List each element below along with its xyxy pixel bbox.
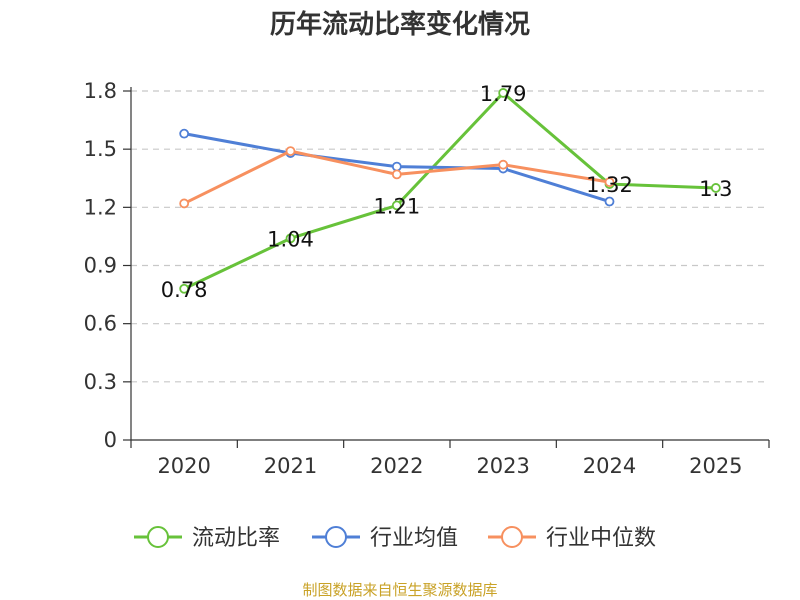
series-2-point-1 <box>285 146 296 157</box>
x-tick-label: 2025 <box>689 454 742 478</box>
data-label: 0.78 <box>161 278 208 302</box>
x-tick-label: 2024 <box>583 454 636 478</box>
series-0-point-1 <box>285 233 296 244</box>
legend-marker-2 <box>501 526 523 548</box>
grid-lines <box>131 90 769 383</box>
series-2-point-2 <box>391 169 402 180</box>
y-tick-label: 1.5 <box>84 137 117 161</box>
chart-title: 历年流动比率变化情况 <box>270 9 530 40</box>
y-tick-label: 1.8 <box>84 79 117 103</box>
x-tick-label: 2022 <box>370 454 423 478</box>
data-label: 1.3 <box>699 177 732 201</box>
data-label: 1.04 <box>267 227 314 251</box>
legend-item-2[interactable]: 行业中位数 <box>488 526 656 551</box>
source-note: 制图数据来自恒生聚源数据库 <box>302 581 497 599</box>
series-2-point-3 <box>498 159 509 170</box>
series-0-point-2 <box>391 200 402 211</box>
series-1-point-4 <box>604 196 615 207</box>
y-tick-label: 1.2 <box>84 195 117 219</box>
axes: 0 0.3 0.6 0.9 1.2 1.5 1.8 2020 2021 2022 2023 2024 2… <box>84 79 770 478</box>
legend: 流动比率 行业均值 行业中位数 <box>134 526 656 551</box>
series-2-point-4 <box>604 177 615 188</box>
series-0-point-3 <box>498 88 509 98</box>
series-2-point-0 <box>179 198 190 209</box>
data-label: 1.79 <box>480 82 527 106</box>
x-tick-label: 2020 <box>157 454 210 478</box>
series-layer <box>179 88 721 294</box>
series-line-0 <box>183 91 716 291</box>
series-0-point-5 <box>710 183 721 193</box>
series-0-point-0 <box>179 283 190 294</box>
y-tick-label: 0 <box>104 428 117 452</box>
y-tick-label: 0.6 <box>84 312 117 336</box>
y-tick-label: 0.3 <box>84 370 117 394</box>
legend-marker-1 <box>325 526 347 548</box>
legend-label: 流动比率 <box>192 526 280 551</box>
legend-label: 行业中位数 <box>546 526 656 551</box>
data-label: 1.21 <box>373 194 420 218</box>
legend-item-1[interactable]: 行业均值 <box>312 526 458 551</box>
data-labels: 0.78 1.04 1.21 1.79 1.32 1.3 <box>161 82 733 302</box>
x-tick-label: 2023 <box>476 454 529 478</box>
series-1-point-2 <box>391 161 402 172</box>
legend-marker-0 <box>147 526 169 548</box>
series-1-point-0 <box>179 128 190 139</box>
data-label: 1.32 <box>586 173 633 197</box>
legend-label: 行业均值 <box>370 526 458 551</box>
y-tick-label: 0.9 <box>84 254 117 278</box>
legend-item-0[interactable]: 流动比率 <box>134 526 280 551</box>
x-tick-label: 2021 <box>264 454 317 478</box>
